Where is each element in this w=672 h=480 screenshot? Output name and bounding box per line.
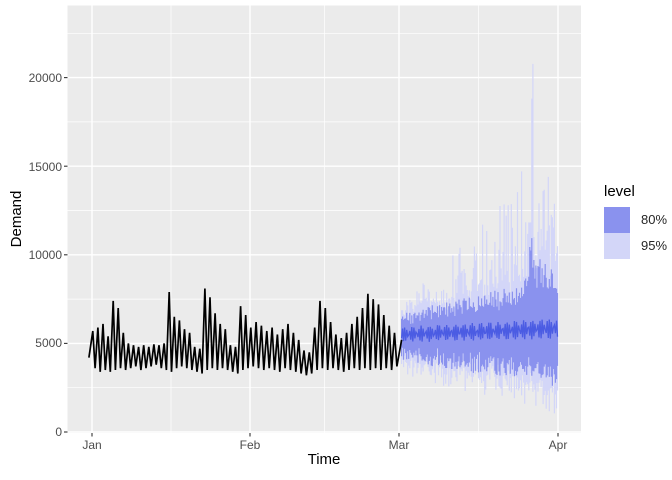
axis-tick-marks (64, 77, 559, 437)
x-tick-label-feb: Feb (239, 438, 261, 452)
y-tick-label-0: 0 (55, 425, 62, 439)
observed-series-line (88, 288, 403, 376)
legend-swatch-80-icon (604, 207, 630, 233)
legend: level 80% 95% (603, 183, 672, 265)
x-tick-label-mar: Mar (388, 438, 410, 452)
legend-label-95: 95% (641, 238, 668, 253)
y-tick-label-10000: 10000 (28, 248, 62, 262)
data-layer (88, 63, 559, 414)
legend-label-80: 80% (641, 212, 668, 227)
legend-title: level (604, 183, 635, 200)
legend-swatch-95-icon (604, 233, 630, 259)
y-tick-label-15000: 15000 (28, 160, 62, 174)
y-tick-label-20000: 20000 (28, 71, 62, 85)
x-tick-label-apr: Apr (548, 438, 568, 452)
point-forecast-line (400, 319, 559, 342)
x-axis-title: Time (307, 451, 341, 468)
y-tick-label-5000: 5000 (35, 336, 62, 350)
y-axis-title: Demand (8, 190, 25, 248)
minor-gridlines (67, 5, 581, 433)
x-tick-label-jan: Jan (82, 438, 102, 452)
